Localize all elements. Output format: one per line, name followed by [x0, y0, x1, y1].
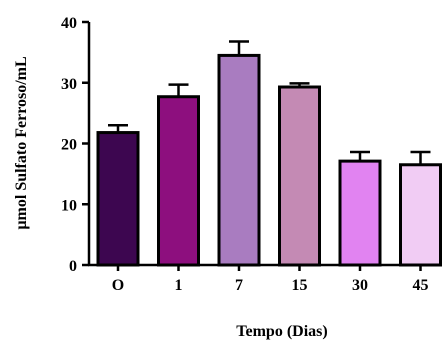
y-ticks-group: 0 10 20 30 40 — [61, 15, 89, 275]
bar-7 — [217, 53, 261, 267]
y-axis-title: µmol Sulfato Ferroso/mL — [13, 56, 30, 229]
y-tick-label-20: 20 — [61, 137, 77, 154]
y-tick-label-30: 30 — [61, 76, 77, 93]
x-ticks-group: O 1 7 15 30 45 — [112, 265, 429, 294]
bar-30 — [338, 159, 382, 267]
x-tick-label-1: 1 — [175, 277, 183, 294]
x-tick-label-O: O — [112, 277, 124, 294]
x-tick-label-7: 7 — [235, 277, 243, 294]
bar-1 — [157, 95, 200, 267]
x-tick-label-30: 30 — [352, 277, 368, 294]
bar-45 — [399, 163, 442, 267]
x-tick-label-15: 15 — [292, 277, 308, 294]
y-tick-label-10: 10 — [61, 197, 77, 214]
x-axis-title: Tempo (Dias) — [236, 323, 327, 340]
error-bars-group — [108, 40, 431, 165]
bars-group — [96, 53, 442, 267]
bar-15 — [278, 85, 321, 267]
y-tick-label-0: 0 — [69, 258, 77, 275]
x-tick-label-45: 45 — [413, 277, 429, 294]
y-tick-label-40: 40 — [61, 15, 77, 32]
bar-O — [96, 131, 140, 267]
